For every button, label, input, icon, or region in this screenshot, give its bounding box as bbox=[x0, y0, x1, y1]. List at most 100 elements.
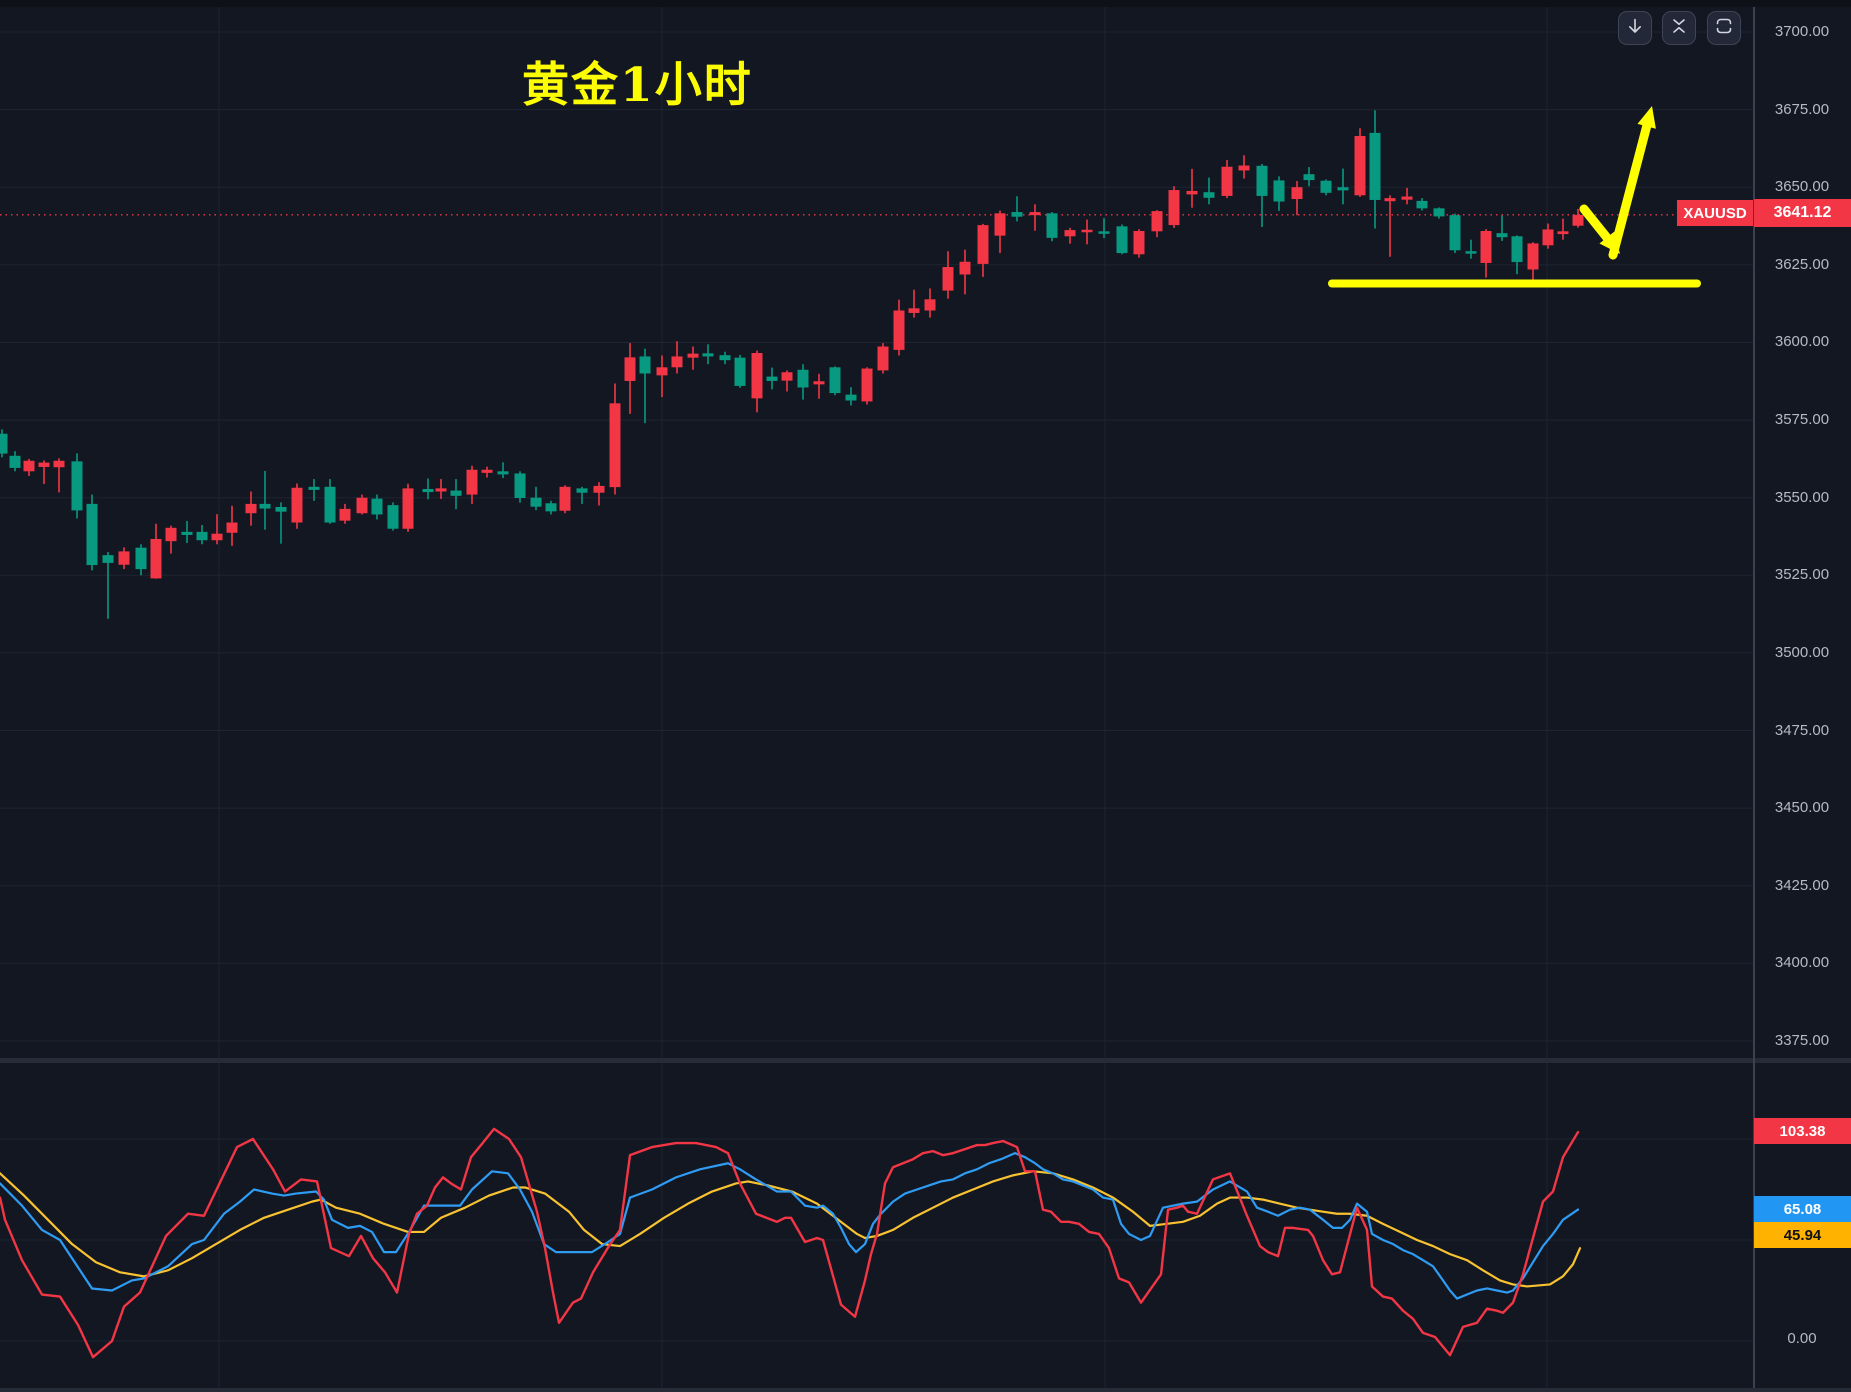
candle bbox=[1527, 242, 1539, 280]
collapse-panel-button[interactable] bbox=[1662, 11, 1696, 45]
candle bbox=[308, 479, 320, 501]
candle bbox=[1369, 110, 1381, 229]
price-tick-label: 3375.00 bbox=[1774, 1031, 1830, 1049]
candle bbox=[893, 299, 905, 356]
gridlines bbox=[0, 7, 1753, 1388]
candle bbox=[576, 486, 588, 504]
candle bbox=[118, 547, 130, 570]
chart-title: 黄金1小时 bbox=[522, 58, 753, 113]
price-tick-label: 3450.00 bbox=[1774, 799, 1830, 817]
candle bbox=[1496, 215, 1508, 241]
candle bbox=[781, 370, 793, 392]
candle bbox=[1256, 163, 1268, 227]
candle bbox=[1384, 195, 1396, 257]
candle bbox=[702, 344, 714, 365]
candle bbox=[671, 341, 683, 374]
maximize-icon bbox=[1714, 16, 1734, 41]
candle bbox=[751, 350, 763, 413]
candle bbox=[1401, 187, 1413, 205]
scroll-to-latest-button[interactable] bbox=[1618, 11, 1652, 45]
candle bbox=[1151, 210, 1163, 238]
candle bbox=[86, 494, 98, 571]
candle bbox=[1354, 128, 1366, 197]
candle bbox=[797, 364, 809, 400]
candle bbox=[1168, 186, 1180, 228]
candle bbox=[226, 505, 238, 546]
candle bbox=[959, 249, 971, 295]
candle bbox=[211, 514, 223, 545]
price-tick-label: 3675.00 bbox=[1774, 100, 1830, 118]
price-tick-label: 3700.00 bbox=[1774, 23, 1830, 40]
candle bbox=[435, 479, 447, 499]
candle bbox=[53, 458, 65, 493]
candle bbox=[1029, 204, 1041, 231]
candle bbox=[1238, 155, 1250, 179]
candle bbox=[639, 348, 651, 424]
collapse-vertical-icon bbox=[1670, 17, 1688, 40]
candle bbox=[942, 251, 954, 299]
candle bbox=[861, 367, 873, 405]
kdj-d-line bbox=[0, 1170, 1582, 1288]
panel-separator[interactable] bbox=[0, 1058, 1851, 1063]
candle bbox=[994, 210, 1006, 254]
candle bbox=[23, 458, 35, 476]
kdj-k-line bbox=[0, 1152, 1580, 1300]
candle bbox=[977, 223, 989, 277]
candle bbox=[1416, 198, 1428, 211]
candle bbox=[165, 525, 177, 554]
candle bbox=[402, 483, 414, 532]
arrow-down-icon bbox=[1626, 17, 1644, 40]
candle bbox=[1303, 167, 1315, 187]
candle bbox=[1480, 229, 1492, 278]
price-axis-border[interactable] bbox=[1753, 7, 1755, 1388]
candle bbox=[196, 525, 208, 545]
candle bbox=[1572, 208, 1584, 228]
candle bbox=[1433, 207, 1445, 219]
candle bbox=[845, 387, 857, 406]
candle bbox=[514, 471, 526, 503]
candle bbox=[1449, 213, 1461, 254]
candle bbox=[593, 482, 605, 506]
candle bbox=[609, 383, 621, 495]
candle bbox=[150, 523, 162, 579]
candle bbox=[324, 479, 336, 524]
candle bbox=[924, 288, 936, 318]
candle bbox=[829, 366, 841, 396]
candle bbox=[1098, 218, 1110, 239]
candle bbox=[656, 355, 668, 398]
candle bbox=[481, 466, 493, 478]
candle bbox=[9, 451, 21, 472]
kdj-j-line bbox=[0, 1127, 1580, 1359]
candle bbox=[1511, 235, 1523, 275]
candle bbox=[908, 289, 920, 318]
price-tick-label: 3525.00 bbox=[1774, 566, 1830, 584]
candle bbox=[719, 351, 731, 365]
candle bbox=[371, 494, 383, 520]
arrow-up-annotation[interactable] bbox=[1608, 106, 1656, 260]
candle bbox=[1337, 168, 1349, 205]
candle bbox=[1542, 223, 1554, 249]
candle bbox=[734, 354, 746, 388]
top-strip bbox=[0, 0, 1851, 7]
candle bbox=[1116, 224, 1128, 255]
candle bbox=[545, 500, 557, 515]
oscillator-zero-label: 0.00 bbox=[1787, 1330, 1817, 1347]
candle bbox=[387, 502, 399, 531]
maximize-chart-button[interactable] bbox=[1707, 11, 1741, 45]
candle bbox=[38, 460, 50, 485]
candle bbox=[497, 462, 509, 479]
candle bbox=[259, 470, 271, 530]
candle bbox=[102, 552, 114, 619]
price-tick-label: 3625.00 bbox=[1774, 255, 1830, 273]
last-price-symbol-tag: XAUUSD bbox=[1677, 200, 1753, 226]
candle bbox=[687, 346, 699, 370]
price-tick-label: 3650.00 bbox=[1774, 178, 1830, 196]
candle bbox=[1064, 227, 1076, 244]
candle bbox=[275, 502, 287, 544]
price-tick-label: 3475.00 bbox=[1774, 721, 1830, 739]
candle bbox=[1011, 196, 1023, 222]
candle bbox=[1133, 229, 1145, 258]
candle bbox=[1557, 218, 1569, 240]
